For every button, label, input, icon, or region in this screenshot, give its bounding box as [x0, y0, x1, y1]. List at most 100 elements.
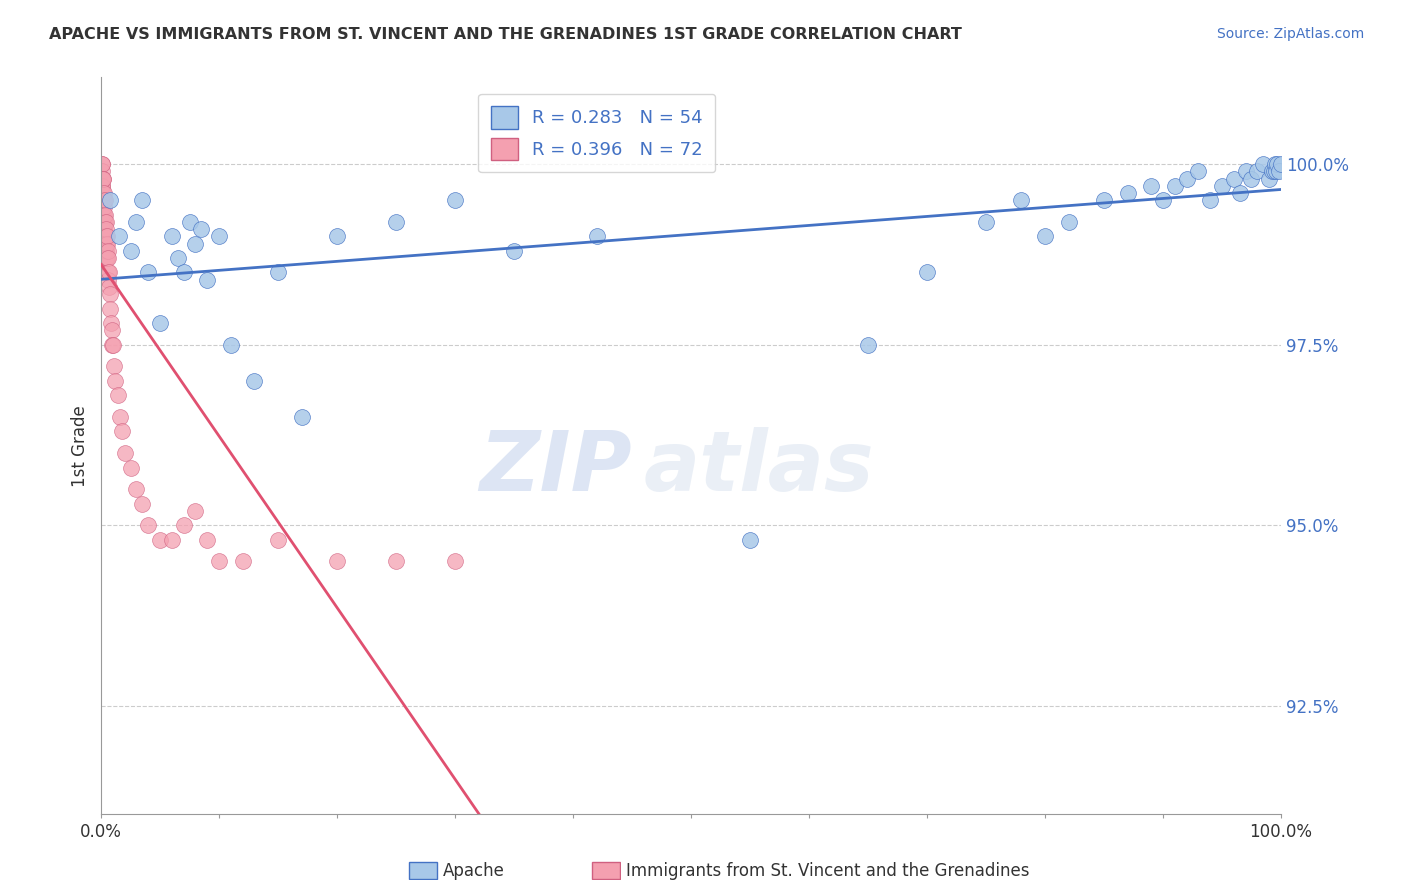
- Point: [267, 265, 290, 279]
- Point: [173, 265, 195, 279]
- Point: [232, 554, 254, 568]
- Point: [91, 208, 114, 222]
- Point: [93, 193, 115, 207]
- Point: [219, 337, 242, 351]
- Point: [93, 215, 115, 229]
- Point: [1267, 157, 1289, 171]
- Text: ZIP: ZIP: [479, 427, 633, 508]
- Point: [915, 265, 938, 279]
- Point: [91, 178, 114, 193]
- Point: [291, 409, 314, 424]
- Point: [93, 222, 115, 236]
- Point: [91, 178, 114, 193]
- Text: atlas: atlas: [644, 427, 875, 508]
- Point: [100, 323, 122, 337]
- Point: [1222, 171, 1244, 186]
- Point: [149, 533, 172, 547]
- Point: [93, 171, 115, 186]
- Point: [190, 222, 212, 236]
- Point: [444, 193, 467, 207]
- Point: [1140, 178, 1163, 193]
- Point: [101, 337, 124, 351]
- Point: [1246, 164, 1268, 178]
- Text: Immigrants from St. Vincent and the Grenadines: Immigrants from St. Vincent and the Gren…: [626, 862, 1029, 880]
- Point: [1263, 164, 1285, 178]
- Point: [107, 229, 129, 244]
- Point: [94, 215, 117, 229]
- Point: [195, 273, 218, 287]
- Point: [1229, 186, 1251, 200]
- Point: [91, 208, 114, 222]
- Point: [1234, 164, 1257, 178]
- Point: [738, 533, 761, 547]
- Point: [97, 265, 120, 279]
- Point: [94, 229, 117, 244]
- Point: [96, 265, 118, 279]
- Point: [120, 460, 142, 475]
- Point: [243, 374, 266, 388]
- Point: [93, 193, 115, 207]
- Point: [103, 359, 125, 374]
- Point: [385, 215, 408, 229]
- Point: [108, 409, 131, 424]
- Point: [184, 236, 207, 251]
- Point: [444, 554, 467, 568]
- Point: [856, 337, 879, 351]
- Point: [107, 388, 129, 402]
- Point: [195, 533, 218, 547]
- Point: [125, 215, 148, 229]
- Point: [208, 554, 231, 568]
- Point: [1057, 215, 1080, 229]
- Point: [94, 244, 117, 258]
- Point: [98, 287, 121, 301]
- Point: [1258, 171, 1281, 186]
- Point: [96, 236, 118, 251]
- Point: [91, 157, 114, 171]
- Point: [131, 193, 153, 207]
- Point: [503, 244, 526, 258]
- Point: [91, 193, 114, 207]
- Point: [91, 186, 114, 200]
- Point: [1267, 164, 1289, 178]
- Point: [101, 337, 124, 351]
- Point: [96, 222, 118, 236]
- Point: [125, 482, 148, 496]
- Point: [326, 229, 349, 244]
- Point: [160, 229, 183, 244]
- Point: [91, 171, 114, 186]
- Point: [93, 186, 115, 200]
- Point: [1175, 171, 1198, 186]
- Point: [94, 236, 117, 251]
- Point: [1152, 193, 1174, 207]
- Point: [208, 229, 231, 244]
- Point: [100, 193, 122, 207]
- Point: [90, 157, 112, 171]
- Point: [96, 244, 118, 258]
- Point: [93, 201, 115, 215]
- Point: [91, 164, 114, 178]
- Point: [98, 280, 121, 294]
- Y-axis label: 1st Grade: 1st Grade: [72, 405, 89, 487]
- Point: [100, 316, 122, 330]
- Point: [1265, 164, 1288, 178]
- Point: [93, 229, 115, 244]
- Point: [326, 554, 349, 568]
- Legend: R = 0.283   N = 54, R = 0.396   N = 72: R = 0.283 N = 54, R = 0.396 N = 72: [478, 94, 716, 172]
- Point: [166, 251, 188, 265]
- Text: Source: ZipAtlas.com: Source: ZipAtlas.com: [1216, 27, 1364, 41]
- Point: [1010, 193, 1032, 207]
- Point: [94, 229, 117, 244]
- Point: [179, 215, 201, 229]
- Point: [184, 504, 207, 518]
- Point: [96, 251, 118, 265]
- Point: [1199, 193, 1222, 207]
- Point: [136, 265, 159, 279]
- Point: [974, 215, 997, 229]
- Point: [97, 251, 120, 265]
- Point: [94, 251, 117, 265]
- Point: [91, 193, 114, 207]
- Point: [1251, 157, 1274, 171]
- Point: [96, 244, 118, 258]
- Point: [149, 316, 172, 330]
- Point: [1187, 164, 1209, 178]
